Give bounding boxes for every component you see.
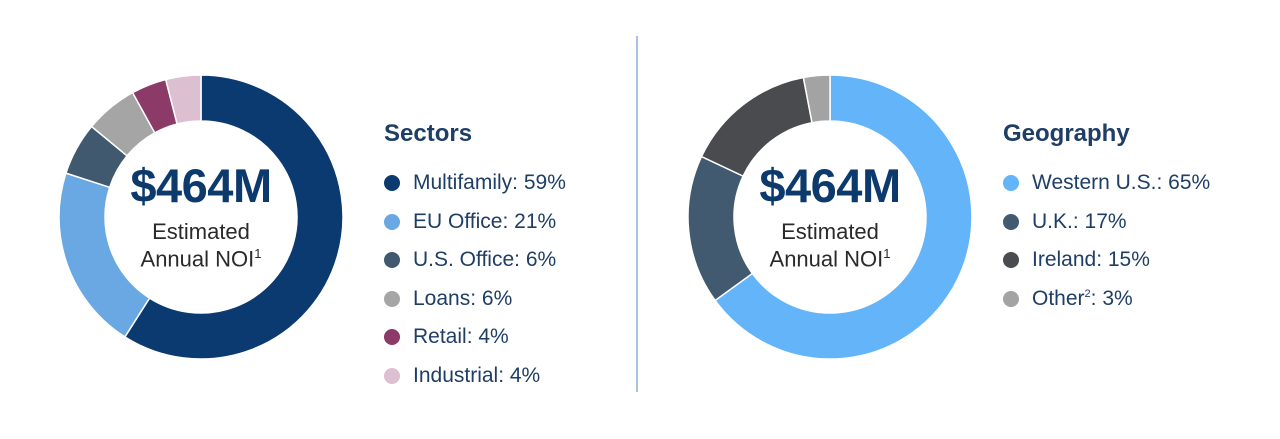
legend-label: Retail: 4% xyxy=(413,325,509,349)
legend-dot xyxy=(384,367,400,384)
geography-donut-center: $464M Estimated Annual NOI1 xyxy=(688,75,972,359)
geography-donut-svg xyxy=(688,75,972,359)
legend-label-value: : 3% xyxy=(1090,286,1133,310)
legend-dot xyxy=(384,175,400,192)
legend-dot xyxy=(1003,213,1019,230)
chart-divider xyxy=(636,36,638,392)
legend-footnote: 2 xyxy=(1084,287,1091,300)
sectors-center-line1: Estimated xyxy=(152,219,250,244)
geography-legend: Geography Western U.S.: 65% U.K.: 17% Irel… xyxy=(1003,120,1210,318)
legend-label: Other2: 3% xyxy=(1032,287,1133,311)
legend-item-other: Other2: 3% xyxy=(1003,280,1210,319)
legend-dot xyxy=(384,329,400,346)
slice-industrial xyxy=(164,75,202,125)
geography-legend-title: Geography xyxy=(1003,120,1130,147)
sectors-center-footnote: 1 xyxy=(254,246,262,261)
slice-multifamily xyxy=(123,75,343,359)
legend-item-u-k: U.K.: 17% xyxy=(1003,203,1210,242)
geography-total-value: $464M xyxy=(759,159,901,212)
slice-western-u-s xyxy=(714,75,972,359)
legend-label: Multifamily: 59% xyxy=(413,171,566,195)
legend-label: Loans: 6% xyxy=(413,286,513,310)
geography-donut-chart: $464M Estimated Annual NOI1 xyxy=(688,75,972,359)
legend-label: EU Office: 21% xyxy=(413,209,557,233)
geography-center-line2: Annual NOI xyxy=(769,246,884,272)
sectors-center-line2-wrap: Annual NOI1 xyxy=(59,246,343,272)
legend-dot xyxy=(384,290,400,307)
sectors-legend-list: Multifamily: 59% EU Office: 21% U.S. Offic… xyxy=(384,164,566,395)
legend-label-name: Other xyxy=(1032,286,1085,310)
sectors-total-value: $464M xyxy=(130,159,272,212)
geography-center-line1: Estimated xyxy=(781,219,879,244)
legend-item-industrial: Industrial: 4% xyxy=(384,357,566,396)
legend-label: Western U.S.: 65% xyxy=(1032,171,1211,195)
legend-dot xyxy=(1003,252,1019,269)
sectors-legend: Sectors Multifamily: 59% EU Office: 21% U.… xyxy=(384,120,566,395)
sectors-legend-title: Sectors xyxy=(384,120,473,147)
legend-label: Ireland: 15% xyxy=(1032,248,1150,272)
legend-item-loans: Loans: 6% xyxy=(384,280,566,319)
legend-dot xyxy=(1003,290,1019,307)
legend-label: Industrial: 4% xyxy=(413,363,541,387)
sectors-donut-svg xyxy=(59,75,343,359)
legend-item-eu-office: EU Office: 21% xyxy=(384,203,566,242)
legend-item-ireland: Ireland: 15% xyxy=(1003,241,1210,280)
sectors-donut-center: $464M Estimated Annual NOI1 xyxy=(59,75,343,359)
sectors-donut-chart: $464M Estimated Annual NOI1 xyxy=(59,75,343,359)
legend-item-u-s-office: U.S. Office: 6% xyxy=(384,241,566,280)
geography-center-footnote: 1 xyxy=(883,246,891,261)
sectors-center-line2: Annual NOI xyxy=(140,246,255,272)
legend-item-retail: Retail: 4% xyxy=(384,318,566,357)
legend-dot xyxy=(384,213,400,230)
legend-item-multifamily: Multifamily: 59% xyxy=(384,164,566,203)
legend-label: U.K.: 17% xyxy=(1032,209,1127,233)
legend-item-western-u-s: Western U.S.: 65% xyxy=(1003,164,1210,203)
geography-center-line2-wrap: Annual NOI1 xyxy=(688,246,972,272)
legend-label: U.S. Office: 6% xyxy=(413,248,557,272)
slice-other xyxy=(802,75,831,124)
legend-dot xyxy=(384,252,400,269)
legend-dot xyxy=(1003,175,1019,192)
geography-legend-list: Western U.S.: 65% U.K.: 17% Ireland: 15% Ot… xyxy=(1003,164,1210,318)
